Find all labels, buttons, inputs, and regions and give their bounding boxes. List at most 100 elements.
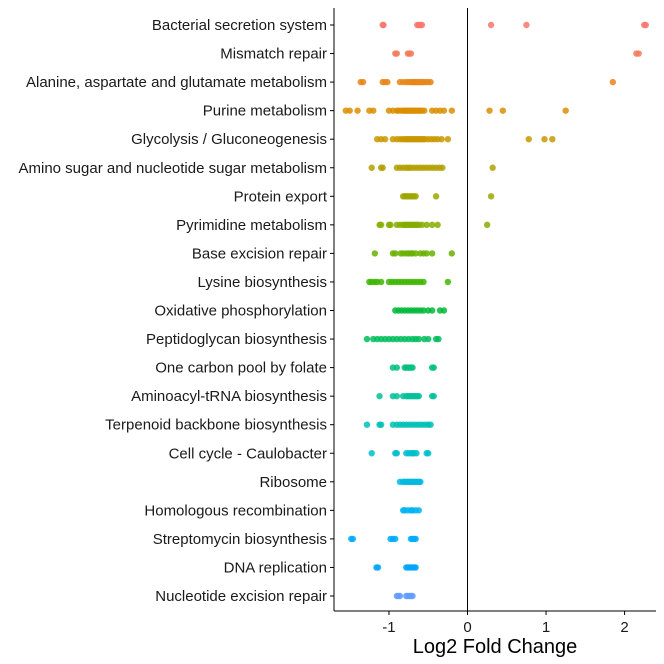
category-label: Terpenoid backbone biosynthesis xyxy=(105,417,327,434)
data-point xyxy=(428,221,436,229)
data-point xyxy=(428,250,436,257)
data-point xyxy=(487,193,495,200)
data-point xyxy=(549,136,556,143)
data-point xyxy=(380,21,387,29)
x-tick-label: 1 xyxy=(542,619,550,636)
data-point xyxy=(430,392,437,400)
data-point xyxy=(393,450,401,457)
y-axis-ticks xyxy=(330,24,334,597)
category-label: Purine metabolism xyxy=(203,103,327,120)
category-label: Oxidative phosphorylation xyxy=(154,303,327,320)
category-label: Aminoacyl-tRNA biosynthesis xyxy=(131,388,327,405)
data-point xyxy=(525,136,532,143)
data-point xyxy=(428,307,436,314)
x-tick-label: -1 xyxy=(382,619,395,636)
data-point xyxy=(418,221,426,229)
category-label: DNA replication xyxy=(224,559,327,576)
category-label: Protein export xyxy=(234,188,328,205)
data-point xyxy=(412,564,419,571)
category-label: Bacterial secretion system xyxy=(152,17,327,34)
data-point xyxy=(377,221,385,229)
data-point xyxy=(379,164,386,171)
data-point xyxy=(609,78,617,86)
data-point xyxy=(486,107,493,114)
x-tick-label: 2 xyxy=(620,619,628,636)
data-point xyxy=(370,107,377,114)
data-point xyxy=(438,136,445,143)
data-point xyxy=(418,21,426,29)
data-point xyxy=(423,250,430,257)
category-label: Pyrimidine metabolism xyxy=(176,217,327,234)
data-point xyxy=(377,421,385,428)
data-point xyxy=(435,335,442,343)
category-label: Glycolysis / Gluconeogenesis xyxy=(131,131,327,148)
data-point xyxy=(427,421,434,428)
data-point xyxy=(393,50,401,57)
data-point xyxy=(368,450,375,457)
x-tick-label: 0 xyxy=(463,619,471,636)
data-point xyxy=(393,364,401,371)
data-point xyxy=(387,221,394,229)
data-point xyxy=(392,535,399,543)
category-label: Alanine, aspartate and glutamate metabol… xyxy=(26,74,327,91)
data-point xyxy=(427,78,434,86)
data-point xyxy=(407,50,415,57)
category-label: One carbon pool by folate xyxy=(155,360,327,377)
data-point xyxy=(421,107,428,114)
data-point xyxy=(363,335,371,343)
data-point xyxy=(393,392,401,400)
x-axis-title: Log2 Fold Change xyxy=(413,636,578,658)
category-label: Nucleotide excision repair xyxy=(155,588,327,605)
category-label: Homologous recombination xyxy=(144,502,327,519)
data-point xyxy=(368,164,375,171)
data-point xyxy=(487,21,495,29)
data-point xyxy=(483,221,491,229)
data-point xyxy=(444,278,452,286)
category-label: Cell cycle - Caulobacter xyxy=(169,445,327,462)
data-point xyxy=(392,250,399,257)
data-point xyxy=(562,107,569,114)
data-point xyxy=(489,164,496,171)
category-label: Mismatch repair xyxy=(220,46,327,63)
category-labels: Bacterial secretion system Mismatch repai… xyxy=(18,17,327,605)
data-point xyxy=(384,78,391,86)
data-point xyxy=(440,307,448,314)
data-point xyxy=(444,136,452,143)
data-point xyxy=(376,392,383,400)
data-point xyxy=(409,364,416,371)
data-point xyxy=(377,278,385,286)
data-point xyxy=(425,335,432,343)
data-points xyxy=(342,21,649,600)
category-label: Ribosome xyxy=(259,474,327,491)
data-point xyxy=(346,107,353,114)
data-point xyxy=(448,107,456,114)
data-point xyxy=(374,564,382,571)
data-point xyxy=(396,592,404,600)
data-point xyxy=(420,307,427,314)
data-point xyxy=(448,250,456,257)
data-point xyxy=(523,21,530,29)
data-point xyxy=(381,136,389,143)
data-point xyxy=(349,535,357,543)
data-point xyxy=(440,107,448,114)
data-point xyxy=(499,107,507,114)
category-label: Lysine biosynthesis xyxy=(197,274,327,291)
data-point xyxy=(434,221,441,229)
data-point xyxy=(413,450,420,457)
data-point xyxy=(432,193,440,200)
data-point xyxy=(420,278,427,286)
category-label: Streptomycin biosynthesis xyxy=(153,531,327,548)
data-point xyxy=(363,421,371,428)
data-point xyxy=(417,478,424,485)
x-axis-ticks: -1 0 1 2 xyxy=(382,611,629,636)
category-label: Amino sugar and nucleotide sugar metabol… xyxy=(18,160,327,177)
data-point xyxy=(412,193,419,200)
data-point xyxy=(412,535,419,543)
data-point xyxy=(439,164,446,171)
data-point xyxy=(371,250,379,257)
data-point xyxy=(412,250,419,257)
data-point xyxy=(415,335,423,343)
data-point xyxy=(354,107,361,114)
data-point xyxy=(423,221,430,229)
